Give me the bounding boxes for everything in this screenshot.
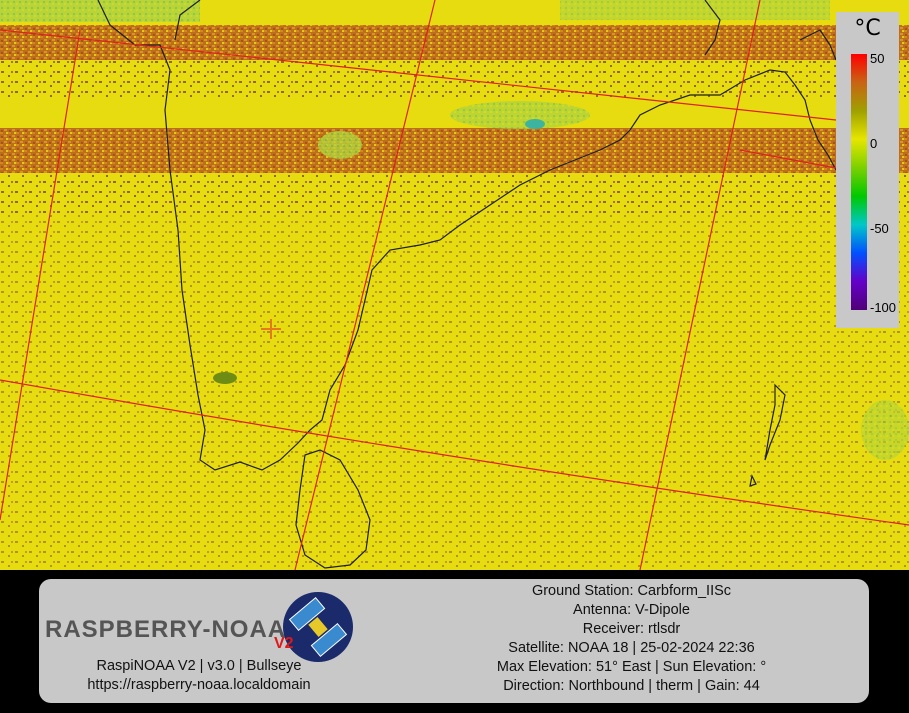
version-line: RaspiNOAA V2 | v3.0 | Bullseye	[96, 658, 302, 674]
raspberry-noaa-logo: RASPBERRY-NOAA V2	[43, 585, 363, 662]
logo-text: RASPBERRY-NOAA	[45, 616, 286, 643]
legend-tick-minus-50: -50	[870, 221, 889, 236]
antenna: Antenna: V-Dipole	[573, 602, 690, 618]
map-canvas	[0, 0, 909, 570]
coastline	[97, 0, 837, 569]
receiver: Receiver: rtlsdr	[582, 621, 681, 637]
station-url: https://raspberry-noaa.localdomain	[87, 677, 311, 693]
cloud-band-middle	[0, 128, 909, 173]
station-marker	[261, 319, 281, 339]
elevation: Max Elevation: 51° East | Sun Elevation:…	[496, 659, 767, 675]
footer: RASPBERRY-NOAA V2 RaspiNOAA V2 | v3.0 | …	[0, 570, 909, 713]
satellite-thermal-map	[0, 0, 909, 570]
logo-badge: V2	[274, 635, 294, 652]
temperature-legend: °C 50 0 -50 -100	[836, 12, 899, 328]
legend-unit: °C	[854, 16, 881, 41]
lat-lon-grid	[0, 0, 909, 570]
direction: Direction: Northbound | therm | Gain: 44	[503, 678, 760, 694]
ground-station: Ground Station: Carbform_IISc	[531, 583, 732, 599]
satellite-pass: Satellite: NOAA 18 | 25-02-2024 22:36	[508, 640, 755, 656]
cloud-band-top-edge	[0, 0, 200, 22]
legend-color-bar	[851, 54, 867, 310]
legend-tick-minus-100: -100	[870, 300, 897, 315]
legend-tick-50: 50	[870, 51, 885, 66]
legend-tick-0: 0	[870, 136, 878, 151]
cloud-band-north	[0, 25, 909, 60]
info-panel: RASPBERRY-NOAA V2 RaspiNOAA V2 | v3.0 | …	[39, 579, 869, 703]
